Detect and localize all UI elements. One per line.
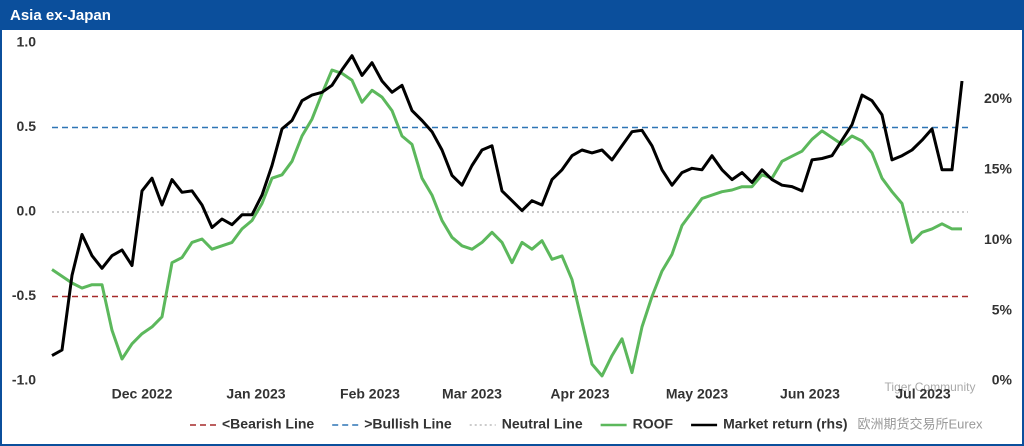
series-line [51,54,964,357]
watermark: Tiger Community [885,380,976,394]
watermark: 欧洲期货交易所Eurex [858,416,983,431]
x-tick-label: May 2023 [666,386,728,402]
y2-tick-label: 10% [984,231,1013,247]
x-tick-label: Jan 2023 [226,386,285,402]
x-tick-label: Jul 2023 [895,386,950,402]
x-tick-label: Jun 2023 [780,386,840,402]
x-tick-label: Mar 2023 [442,386,502,402]
y-tick-label: 1.0 [17,34,37,50]
y-tick-label: 0.5 [17,118,37,134]
x-tick-label: Apr 2023 [550,386,609,402]
legend-label: <Bearish Line [222,416,314,432]
y2-tick-label: 20% [984,90,1013,106]
series-line [51,68,962,378]
y-tick-label: -1.0 [12,372,36,388]
title-bar [0,0,1024,30]
y-tick-label: -0.5 [12,287,36,303]
legend-label: Neutral Line [502,416,583,432]
legend-label: >Bullish Line [364,416,452,432]
legend-label: ROOF [633,416,674,432]
y2-tick-label: 15% [984,160,1013,176]
y-tick-label: 0.0 [17,203,37,219]
chart-title: Asia ex-Japan [10,7,111,24]
x-tick-label: Dec 2022 [112,386,173,402]
x-tick-label: Feb 2023 [340,386,400,402]
y2-tick-label: 5% [992,301,1013,317]
y2-tick-label: 0% [992,372,1013,388]
legend-label: Market return (rhs) [723,416,847,432]
